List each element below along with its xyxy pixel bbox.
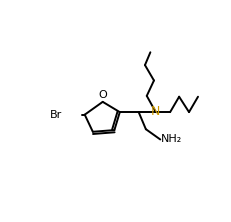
Text: NH₂: NH₂ bbox=[161, 135, 182, 145]
Text: N: N bbox=[150, 105, 160, 118]
Text: O: O bbox=[98, 90, 107, 100]
Text: Br: Br bbox=[50, 110, 62, 120]
